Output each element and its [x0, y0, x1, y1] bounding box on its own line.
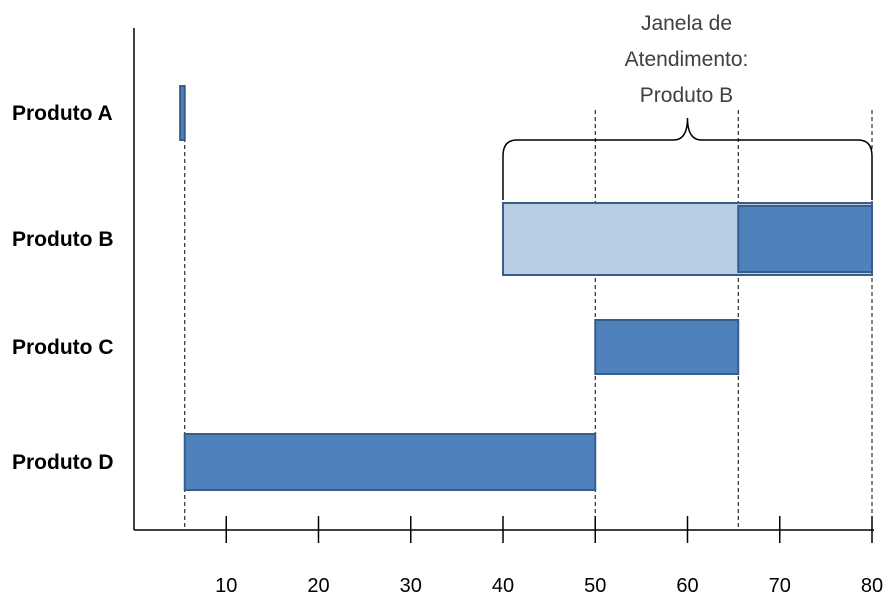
x-tick-label-30: 30 [400, 575, 422, 597]
bar-produto-b-2 [737, 205, 873, 273]
x-tick-label-40: 40 [492, 575, 514, 597]
x-tick-label-10: 10 [215, 575, 237, 597]
category-labels: Produto A Produto B Produto C Produto D [12, 102, 113, 474]
x-tick-label-80: 80 [861, 575, 883, 597]
category-label-produto-d: Produto D [12, 451, 113, 474]
axes [133, 28, 874, 531]
x-ticks: 10 20 30 40 50 60 70 80 [215, 516, 883, 597]
x-tick-label-50: 50 [584, 575, 606, 597]
annotation-line-3: Produto B [640, 84, 733, 107]
bar-produto-d-4 [183, 433, 597, 491]
category-label-produto-c: Produto C [12, 336, 113, 359]
annotation-line-1: Janela de [641, 12, 732, 35]
annotation-line-2: Atendimento: [625, 48, 749, 71]
x-tick-label-60: 60 [676, 575, 698, 597]
annotation-brace [502, 117, 873, 200]
category-label-produto-a: Produto A [12, 102, 113, 125]
annotation: Janela de Atendimento: Produto B [502, 12, 873, 200]
bar-produto-a-0 [179, 85, 186, 141]
x-tick-label-20: 20 [307, 575, 329, 597]
bars [179, 85, 873, 491]
x-tick-label-70: 70 [769, 575, 791, 597]
bar-produto-c-3 [594, 319, 740, 375]
category-label-produto-b: Produto B [12, 228, 113, 251]
